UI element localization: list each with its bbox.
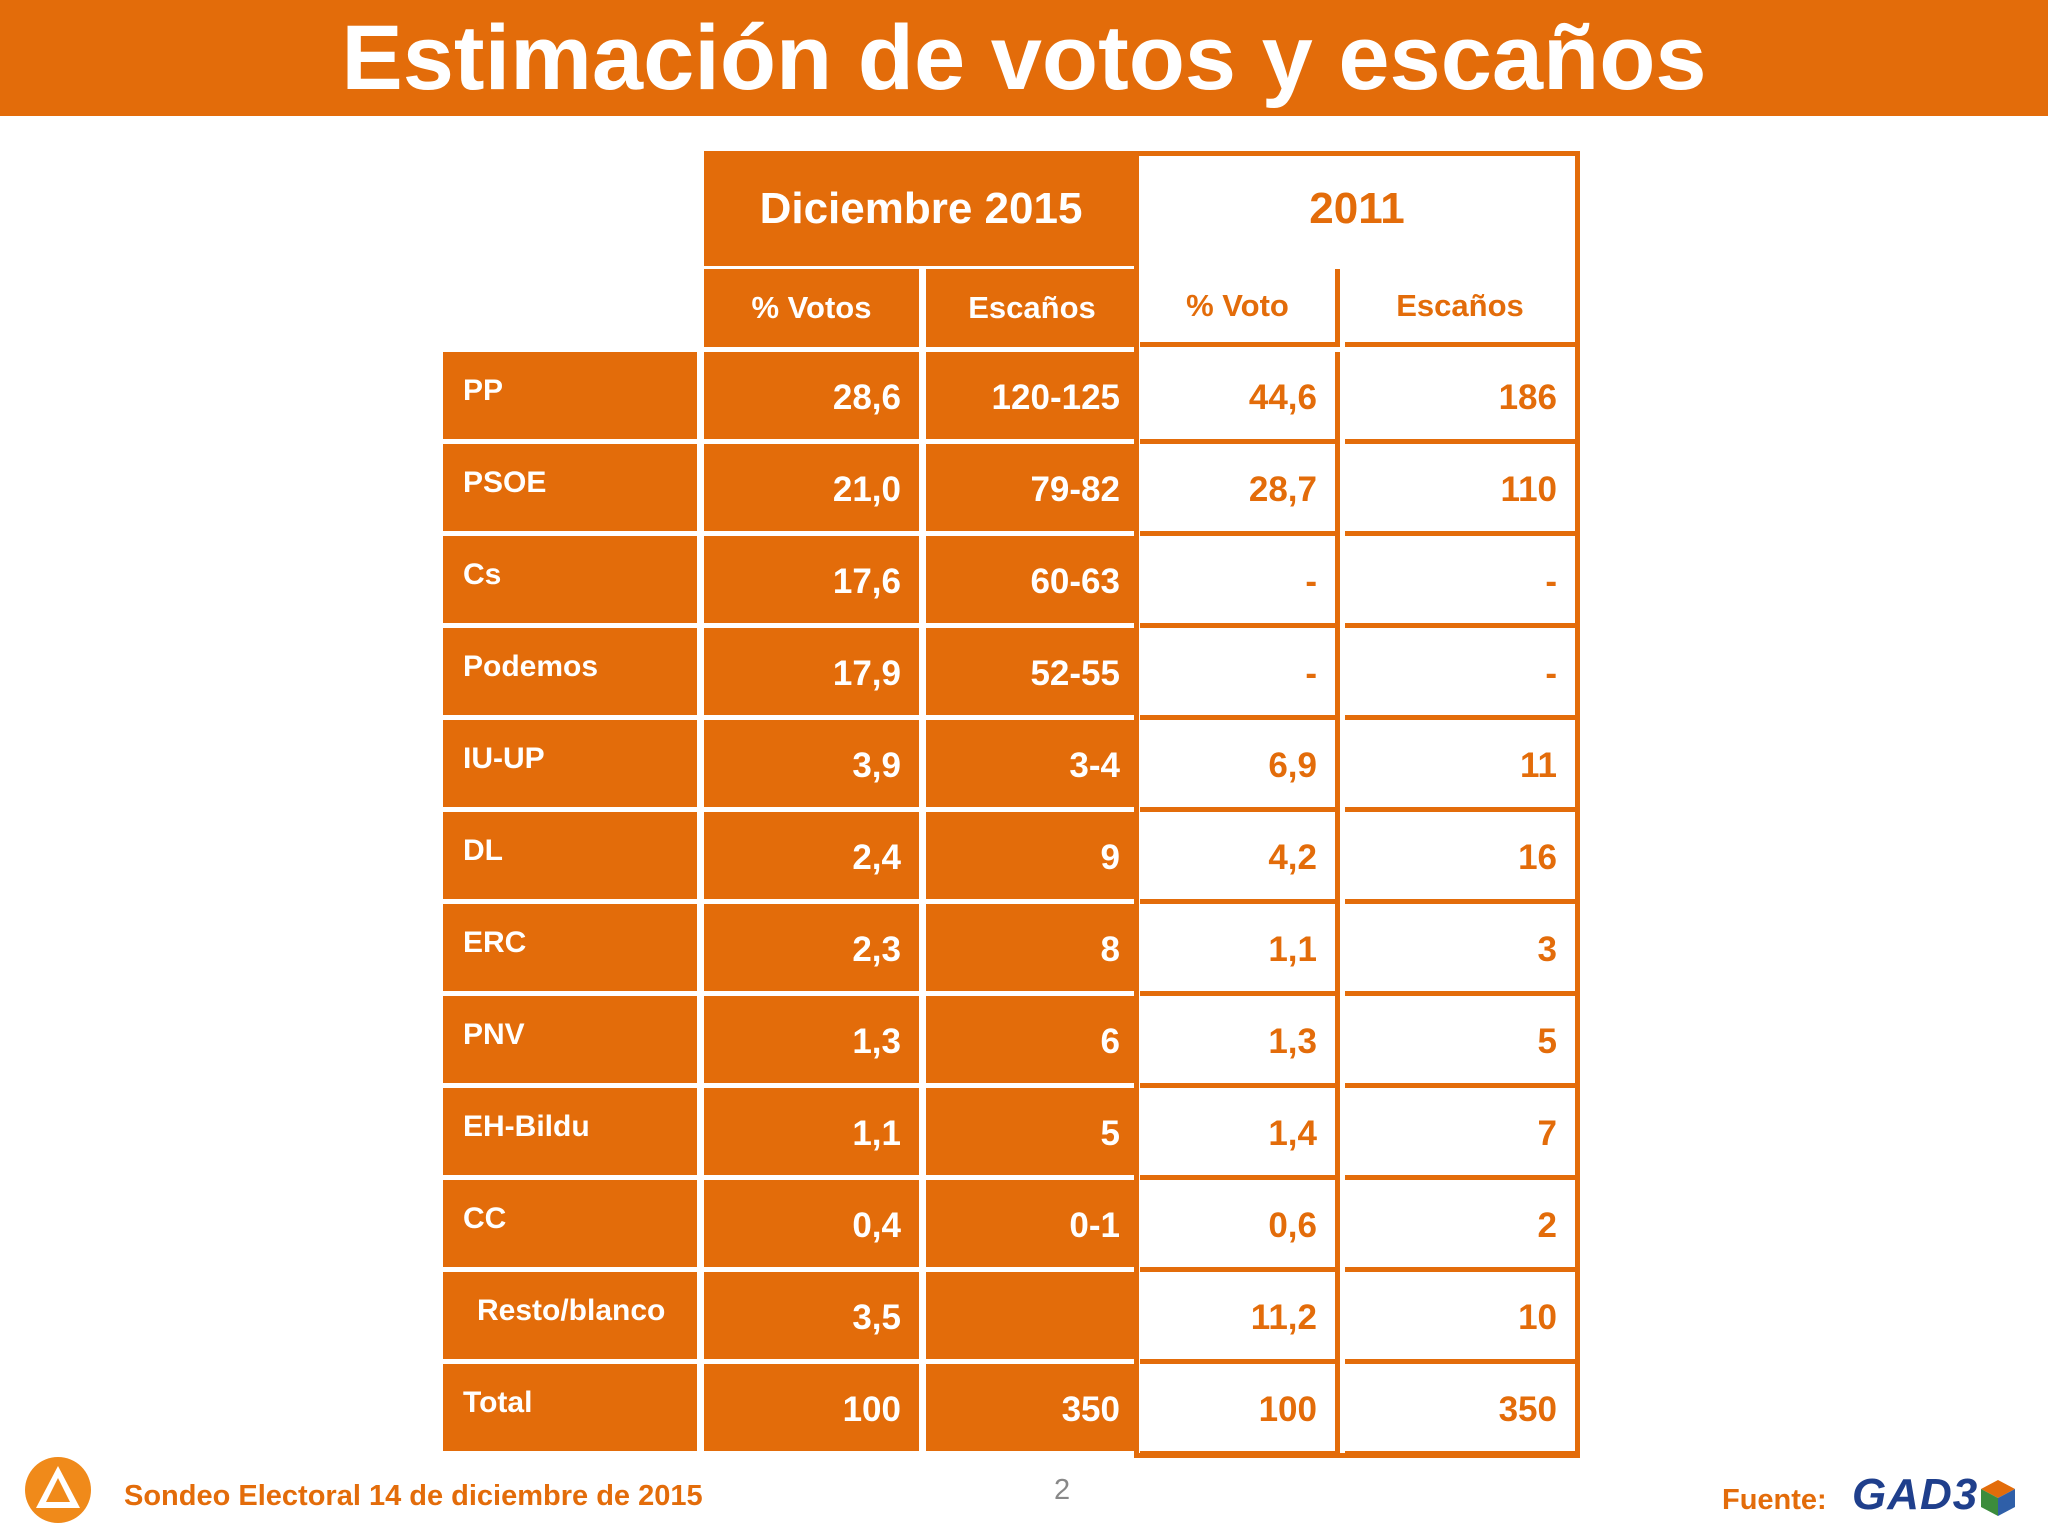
- votes-2015: 3,9: [704, 720, 919, 807]
- survey-caption: Sondeo Electoral 14 de diciembre de 2015: [124, 1480, 703, 1512]
- gad3-logo: GAD3: [1852, 1470, 1979, 1519]
- gad3-cube-icon: [1981, 1480, 2015, 1516]
- frame-2011: [1134, 151, 1580, 1458]
- party-name: CC: [443, 1180, 697, 1267]
- votes-2011: 1,3: [1140, 996, 1340, 1088]
- header-period-2015: Diciembre 2015: [704, 151, 1138, 266]
- seats-2015: 0-1: [926, 1180, 1138, 1267]
- seats-2011: 110: [1345, 444, 1575, 536]
- votes-2015: 28,6: [704, 352, 919, 439]
- seats-2015: 9: [926, 812, 1138, 899]
- votes-2011: 100: [1140, 1364, 1340, 1456]
- party-name: Total: [443, 1364, 697, 1451]
- antena3-logo-icon: [25, 1457, 91, 1523]
- votes-2015: 100: [704, 1364, 919, 1451]
- votes-2011: 28,7: [1140, 444, 1340, 536]
- header-seats-2011: Escaños: [1345, 269, 1575, 347]
- seats-2015: 60-63: [926, 536, 1138, 623]
- seats-2011: 2: [1345, 1180, 1575, 1272]
- votes-2011: 6,9: [1140, 720, 1340, 812]
- seats-2011: 350: [1345, 1364, 1575, 1456]
- party-name: PNV: [443, 996, 697, 1083]
- source-label: Fuente:: [1722, 1484, 1827, 1516]
- votes-2015: 1,3: [704, 996, 919, 1083]
- seats-2015: 120-125: [926, 352, 1138, 439]
- seats-2015: 52-55: [926, 628, 1138, 715]
- votes-2011: 44,6: [1140, 352, 1340, 444]
- votes-2015: 1,1: [704, 1088, 919, 1175]
- votes-2011: 11,2: [1140, 1272, 1340, 1364]
- votes-2015: 2,4: [704, 812, 919, 899]
- seats-2015: 79-82: [926, 444, 1138, 531]
- votes-2015: 0,4: [704, 1180, 919, 1267]
- votes-2011: -: [1140, 536, 1340, 628]
- seats-2011: 16: [1345, 812, 1575, 904]
- seats-2015: 350: [926, 1364, 1138, 1451]
- votes-2015: 3,5: [704, 1272, 919, 1359]
- header-votes-2011: % Voto: [1140, 269, 1340, 347]
- seats-2011: 3: [1345, 904, 1575, 996]
- votes-2015: 17,6: [704, 536, 919, 623]
- seats-2015: [926, 1272, 1138, 1359]
- seats-2011: 11: [1345, 720, 1575, 812]
- party-name: DL: [443, 812, 697, 899]
- page-title: Estimación de votos y escaños: [0, 0, 2048, 116]
- seats-2015: 5: [926, 1088, 1138, 1175]
- votes-2011: 1,4: [1140, 1088, 1340, 1180]
- party-name: EH-Bildu: [443, 1088, 697, 1175]
- party-name: ERC: [443, 904, 697, 991]
- seats-2011: 5: [1345, 996, 1575, 1088]
- party-name: IU-UP: [443, 720, 697, 807]
- header-period-2011: 2011: [1138, 151, 1576, 266]
- votes-2015: 21,0: [704, 444, 919, 531]
- votes-2011: -: [1140, 628, 1340, 720]
- header-seats-2015: Escaños: [926, 269, 1138, 347]
- seats-2015: 8: [926, 904, 1138, 991]
- seats-2015: 6: [926, 996, 1138, 1083]
- party-name: Podemos: [443, 628, 697, 715]
- seats-2011: 186: [1345, 352, 1575, 444]
- seats-2011: -: [1345, 628, 1575, 720]
- page-number: 2: [1054, 1474, 1071, 1506]
- party-name: Cs: [443, 536, 697, 623]
- party-name: Resto/blanco: [443, 1272, 697, 1359]
- seats-2011: 7: [1345, 1088, 1575, 1180]
- seats-2011: 10: [1345, 1272, 1575, 1364]
- votes-2015: 17,9: [704, 628, 919, 715]
- header-votes-2015: % Votos: [704, 269, 919, 347]
- seats-2015: 3-4: [926, 720, 1138, 807]
- party-name: PP: [443, 352, 697, 439]
- votes-2011: 1,1: [1140, 904, 1340, 996]
- votes-2015: 2,3: [704, 904, 919, 991]
- votes-2011: 4,2: [1140, 812, 1340, 904]
- votes-2011: 0,6: [1140, 1180, 1340, 1272]
- seats-2011: -: [1345, 536, 1575, 628]
- party-name: PSOE: [443, 444, 697, 531]
